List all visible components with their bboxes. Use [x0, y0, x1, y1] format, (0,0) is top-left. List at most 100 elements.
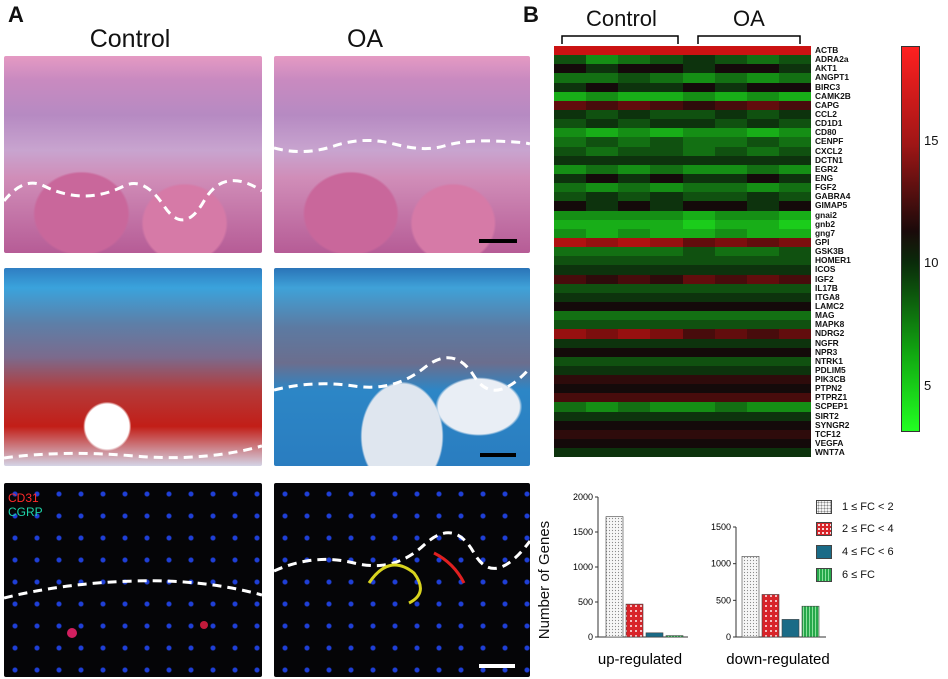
- heatmap-cell: [650, 100, 683, 110]
- heatmap-cell: [682, 320, 715, 330]
- heatmap-cell: [554, 109, 587, 120]
- heatmap-cell: [586, 73, 619, 83]
- heatmap-cell: [778, 91, 811, 101]
- heatmap-cell: [554, 448, 587, 458]
- gene-label: ICOS: [815, 264, 836, 275]
- bar: [625, 603, 644, 638]
- heatmap-cell: [554, 320, 587, 330]
- heatmap-cell: [778, 109, 811, 120]
- gene-label: DCTN1: [815, 154, 843, 165]
- heatmap-cell: [682, 219, 715, 229]
- heatmap-cell: [714, 265, 747, 275]
- heatmap-cell: [650, 201, 683, 211]
- heatmap-cell: [714, 173, 747, 184]
- legend-item-1: 1 ≤ FC < 2: [816, 497, 894, 517]
- heatmap-cell: [682, 146, 715, 156]
- heatmap-cell: [778, 429, 811, 440]
- heatmap-cell: [586, 429, 619, 440]
- heatmap-cell: [778, 100, 811, 110]
- heatmap-cell: [714, 237, 747, 248]
- heatmap-cell: [586, 420, 619, 430]
- heatmap-cell: [650, 119, 683, 129]
- heatmap-cell: [714, 320, 747, 330]
- heatmap-cell: [778, 55, 811, 65]
- heatmap-cell: [714, 164, 747, 174]
- heatmap-cell: [650, 283, 683, 293]
- heatmap-cell: [778, 393, 811, 403]
- heatmap-row: [554, 393, 811, 403]
- heatmap-cell: [554, 82, 587, 92]
- legend-swatch-2: [816, 521, 832, 536]
- heatmap-cell: [746, 109, 779, 120]
- heatmap-row: [554, 329, 811, 339]
- heatmap-cell: [618, 55, 651, 65]
- legend-label-2: 2 ≤ FC < 4: [842, 522, 894, 535]
- heatmap-cell: [714, 64, 747, 74]
- heatmap-cell: [778, 46, 811, 56]
- heatmap-cell: [618, 247, 651, 257]
- gene-label: CXCL2: [815, 145, 843, 156]
- gene-label: CAMK2B: [815, 90, 851, 101]
- heatmap-cell: [714, 146, 747, 156]
- gene-label: CD80: [815, 127, 837, 138]
- heatmap-cell: [618, 311, 651, 321]
- heatmap-cell: [586, 311, 619, 321]
- heatmap-cell: [618, 119, 651, 129]
- heatmap-cell: [682, 73, 715, 83]
- heatmap-row: [554, 109, 811, 120]
- gene-label: VEGFA: [815, 438, 844, 449]
- heatmap-cell: [746, 320, 779, 330]
- heatmap-cell: [650, 210, 683, 220]
- bar: [665, 635, 684, 638]
- y-tick-label: 0: [588, 632, 593, 642]
- heatmap-cell: [650, 82, 683, 92]
- heatmap-row: [554, 256, 811, 266]
- heatmap-cell: [554, 73, 587, 83]
- heatmap-cell: [554, 64, 587, 74]
- heatmap-cell: [714, 155, 747, 165]
- heatmap-cell: [586, 137, 619, 147]
- heatmap-cell: [618, 402, 651, 412]
- heatmap-cell: [778, 146, 811, 156]
- panel-b-letter: B: [523, 2, 539, 27]
- heatmap-cell: [650, 128, 683, 138]
- gene-label: SCPEP1: [815, 401, 849, 412]
- heatmap-cell: [746, 429, 779, 440]
- heatmap-cell: [554, 164, 587, 174]
- heatmap-cell: [714, 119, 747, 129]
- heatmap-cell: [650, 393, 683, 403]
- heatmap-cell: [746, 219, 779, 229]
- heatmap-cell: [682, 420, 715, 430]
- heatmap-cell: [586, 292, 619, 302]
- heatmap-cell: [778, 439, 811, 449]
- heatmap-cell: [714, 301, 747, 312]
- heatmap-cell: [714, 82, 747, 92]
- heatmap-cell: [682, 283, 715, 293]
- heatmap-gene-labels: ACTB ADRA2a AKT1 ANGPT1 BIRC3 CAMK2B CAPG CCL2 C…: [815, 45, 851, 457]
- heatmap-cell: [618, 91, 651, 101]
- heatmap-cell: [586, 46, 619, 56]
- gene-label: gng7: [815, 227, 836, 238]
- heatmap-row: [554, 420, 811, 430]
- heatmap-cell: [778, 164, 811, 174]
- heatmap-cell: [746, 119, 779, 129]
- heatmap-row: [554, 283, 811, 293]
- heatmap-cell: [554, 146, 587, 156]
- legend-label-3: 4 ≤ FC < 6: [842, 545, 894, 558]
- heatmap-cell: [650, 55, 683, 65]
- heatmap-cell: [778, 292, 811, 302]
- if-label-cgrp: CGRP: [8, 505, 43, 519]
- bar: [801, 605, 820, 638]
- heatmap-cell: [778, 155, 811, 165]
- heatmap-cell: [650, 137, 683, 147]
- gene-label: PIK3CB: [815, 374, 846, 385]
- heatmap-cell: [682, 384, 715, 394]
- heatmap-cell: [746, 256, 779, 266]
- heatmap-cell: [682, 155, 715, 165]
- heatmap-cell: [682, 411, 715, 421]
- heatmap-cell: [714, 256, 747, 266]
- heatmap-cell: [746, 210, 779, 220]
- heatmap-cell: [714, 201, 747, 211]
- heatmap-cell: [586, 356, 619, 366]
- heatmap-cell: [746, 347, 779, 357]
